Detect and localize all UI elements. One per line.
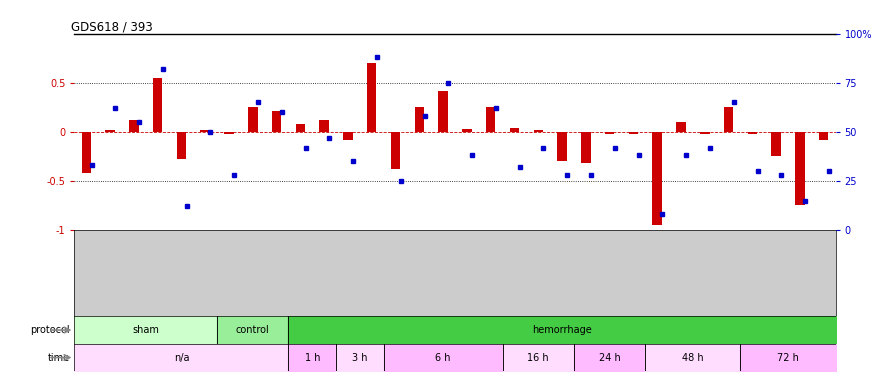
Text: GDS618 / 393: GDS618 / 393: [71, 21, 152, 34]
Text: 3 h: 3 h: [352, 352, 367, 363]
Bar: [795, 132, 805, 206]
Bar: [581, 132, 591, 163]
Bar: [462, 129, 472, 132]
Bar: [747, 132, 757, 134]
Bar: [81, 132, 91, 173]
Text: n/a: n/a: [173, 352, 189, 363]
Bar: [819, 132, 829, 140]
Bar: [130, 120, 138, 132]
Text: 48 h: 48 h: [682, 352, 704, 363]
Bar: [343, 132, 353, 140]
Bar: [534, 130, 543, 132]
Bar: [628, 132, 638, 134]
Bar: [177, 132, 186, 159]
Bar: [438, 91, 448, 132]
Bar: [415, 107, 424, 132]
Bar: [391, 132, 400, 169]
Text: sham: sham: [132, 325, 159, 335]
Text: hemorrhage: hemorrhage: [532, 325, 592, 335]
Bar: [486, 107, 495, 132]
Text: protocol: protocol: [31, 325, 70, 335]
Text: 6 h: 6 h: [436, 352, 451, 363]
Text: control: control: [236, 325, 270, 335]
Text: 1 h: 1 h: [304, 352, 320, 363]
Bar: [319, 120, 329, 132]
Bar: [700, 132, 710, 134]
Bar: [676, 122, 686, 132]
Bar: [653, 132, 662, 225]
Bar: [200, 130, 210, 132]
Bar: [296, 124, 305, 132]
Text: time: time: [48, 352, 70, 363]
Bar: [105, 130, 115, 132]
Text: 72 h: 72 h: [777, 352, 799, 363]
Bar: [772, 132, 780, 156]
Bar: [248, 107, 257, 132]
Bar: [605, 132, 614, 134]
Bar: [153, 78, 163, 132]
Bar: [367, 63, 376, 132]
Bar: [510, 128, 519, 132]
Text: 16 h: 16 h: [528, 352, 550, 363]
Bar: [557, 132, 567, 161]
Text: 24 h: 24 h: [598, 352, 620, 363]
Bar: [724, 107, 733, 132]
Bar: [224, 132, 234, 134]
Bar: [272, 111, 282, 132]
